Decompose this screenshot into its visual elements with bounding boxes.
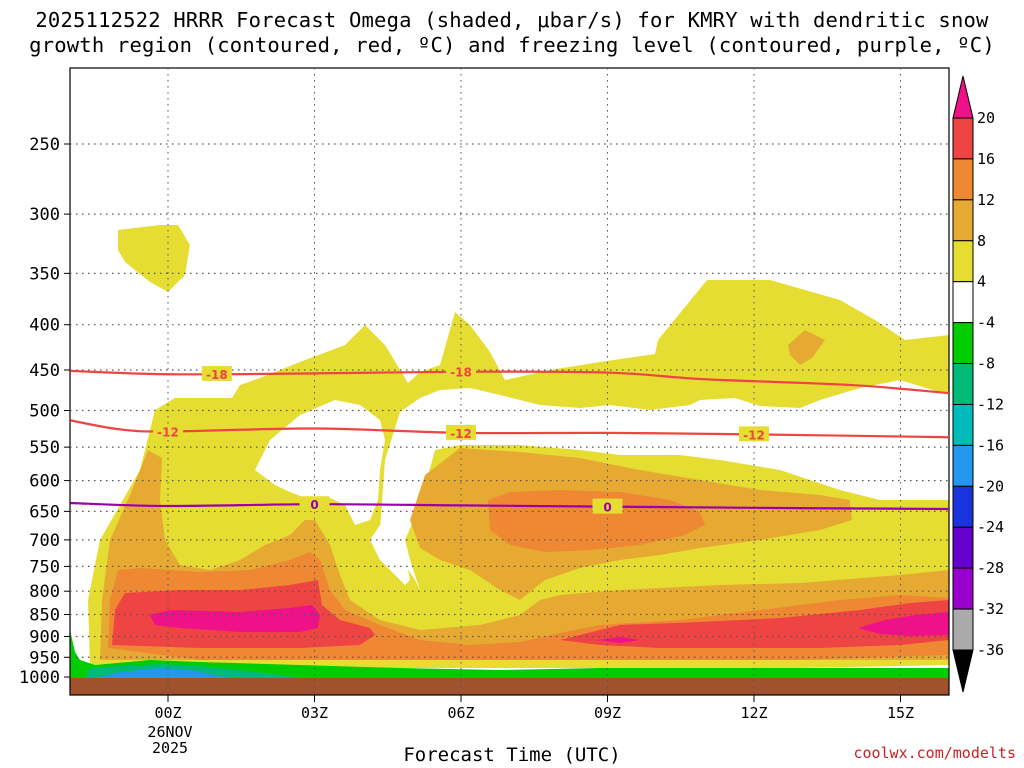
colorbar-label: 8 bbox=[977, 232, 986, 250]
colorbar-swatch bbox=[952, 608, 974, 651]
title-line-2: growth region (contoured, red, ºC) and f… bbox=[29, 33, 995, 57]
colorbar: 20 16 12 8 4 -4 -8 -12 -16 -20 -24 -28 -32 -36 bbox=[952, 75, 1004, 693]
omega-surface-cyan bbox=[95, 668, 230, 678]
credit-link[interactable]: coolwx.com/modelts bbox=[853, 744, 1016, 762]
contour-label: -12 bbox=[450, 427, 472, 441]
omega-region-gt-20-b bbox=[858, 612, 949, 636]
y-tick-label: 700 bbox=[29, 531, 60, 551]
colorbar-swatch bbox=[952, 567, 974, 610]
colorbar-swatch bbox=[952, 322, 974, 365]
contour-lines: -18 -18 -12 -12 -12 0 0 bbox=[70, 363, 949, 515]
contour-label-bg bbox=[446, 363, 476, 379]
contour-label-bg bbox=[299, 496, 330, 512]
colorbar-swatch bbox=[952, 444, 974, 487]
colorbar-swatch bbox=[952, 526, 974, 569]
gridlines bbox=[70, 68, 949, 695]
contour-label: -12 bbox=[743, 428, 765, 442]
contour-label: -18 bbox=[206, 368, 228, 382]
y-tick-label: 900 bbox=[29, 627, 60, 647]
y-tick-label: 800 bbox=[29, 582, 60, 602]
date-label: 26NOV 2025 bbox=[130, 724, 210, 756]
y-tick-label: 750 bbox=[29, 557, 60, 577]
y-tick-label: 400 bbox=[29, 316, 60, 336]
x-tick-label: 09Z bbox=[594, 704, 621, 722]
title-line-1: 2025112522 HRRR Forecast Omega (shaded, … bbox=[35, 8, 989, 32]
y-tick-label: 950 bbox=[29, 648, 60, 668]
colorbar-swatch bbox=[952, 485, 974, 528]
y-tick-label: 850 bbox=[29, 606, 60, 626]
contour-label-bg bbox=[446, 424, 476, 440]
y-tick-label: 600 bbox=[29, 472, 60, 492]
omega-surface-green bbox=[70, 630, 949, 678]
colorbar-label: -4 bbox=[977, 314, 995, 332]
y-tick-label: 300 bbox=[29, 205, 60, 225]
colorbar-swatch bbox=[952, 199, 974, 242]
y-tick-label: 550 bbox=[29, 438, 60, 458]
contour-label-bg bbox=[739, 426, 769, 442]
omega-shading bbox=[70, 225, 949, 695]
y-tick-label: 500 bbox=[29, 402, 60, 422]
omega-hole-2 bbox=[370, 525, 410, 585]
omega-region-gt-20-c bbox=[598, 637, 640, 643]
y-tick-label: 450 bbox=[29, 361, 60, 381]
date-label-day: 26NOV bbox=[147, 723, 193, 741]
colorbar-label: 4 bbox=[977, 273, 986, 291]
colorbar-swatch bbox=[952, 117, 974, 160]
contour-label-bg bbox=[592, 498, 623, 514]
y-axis: 2503003504004505005506006507007508008509… bbox=[19, 135, 70, 688]
omega-region-gt-20 bbox=[150, 605, 320, 632]
plot-frame bbox=[69, 67, 950, 696]
colorbar-swatch bbox=[952, 403, 974, 446]
y-tick-label: 250 bbox=[29, 135, 60, 155]
contour-label: -12 bbox=[157, 425, 179, 439]
omega-region-16-20-b bbox=[560, 600, 949, 648]
colorbar-label: -8 bbox=[977, 355, 995, 373]
colorbar-label: -28 bbox=[977, 559, 1004, 577]
colorbar-label: -16 bbox=[977, 436, 1004, 454]
x-axis: 00Z 03Z 06Z 09Z 12Z 15Z bbox=[154, 695, 914, 722]
x-tick-label: 03Z bbox=[301, 704, 328, 722]
x-tick-label: 06Z bbox=[447, 704, 474, 722]
date-label-year: 2025 bbox=[151, 739, 189, 757]
colorbar-swatch bbox=[952, 158, 974, 201]
x-tick-label: 00Z bbox=[154, 704, 181, 722]
contour-line bbox=[70, 501, 949, 511]
contour-label: 0 bbox=[603, 501, 611, 515]
colorbar-label: -36 bbox=[977, 641, 1004, 659]
colorbar-label: -32 bbox=[977, 600, 1004, 618]
colorbar-label: -20 bbox=[977, 477, 1004, 495]
colorbar-swatch bbox=[952, 240, 974, 283]
chart-title: 2025112522 HRRR Forecast Omega (shaded, … bbox=[0, 8, 1024, 58]
y-tick-label: 650 bbox=[29, 502, 60, 522]
below-ground bbox=[70, 678, 949, 695]
x-axis-label: Forecast Time (UTC) bbox=[403, 744, 621, 766]
contour-label: 0 bbox=[310, 498, 318, 512]
omega-blob-right bbox=[788, 330, 825, 365]
colorbar-label: 12 bbox=[977, 191, 995, 209]
contour-label: -18 bbox=[450, 366, 472, 380]
contour-label-bg bbox=[201, 365, 232, 381]
colorbar-label: 16 bbox=[977, 150, 995, 168]
y-tick-label: 1000 bbox=[19, 668, 60, 688]
colorbar-cap-top bbox=[952, 75, 974, 119]
y-tick-label: 350 bbox=[29, 264, 60, 284]
x-tick-label: 15Z bbox=[887, 704, 914, 722]
omega-hole bbox=[255, 400, 385, 525]
x-tick-label: 12Z bbox=[740, 704, 767, 722]
colorbar-label: -12 bbox=[977, 395, 1004, 413]
colorbar-swatch bbox=[952, 281, 974, 324]
contour-line bbox=[70, 369, 949, 395]
colorbar-swatch bbox=[952, 363, 974, 405]
colorbar-label: 20 bbox=[977, 109, 995, 127]
colorbar-cap-bottom bbox=[952, 649, 974, 693]
contour-label-bg bbox=[153, 423, 183, 439]
omega-blob-upper bbox=[118, 225, 190, 292]
colorbar-label: -24 bbox=[977, 518, 1004, 536]
